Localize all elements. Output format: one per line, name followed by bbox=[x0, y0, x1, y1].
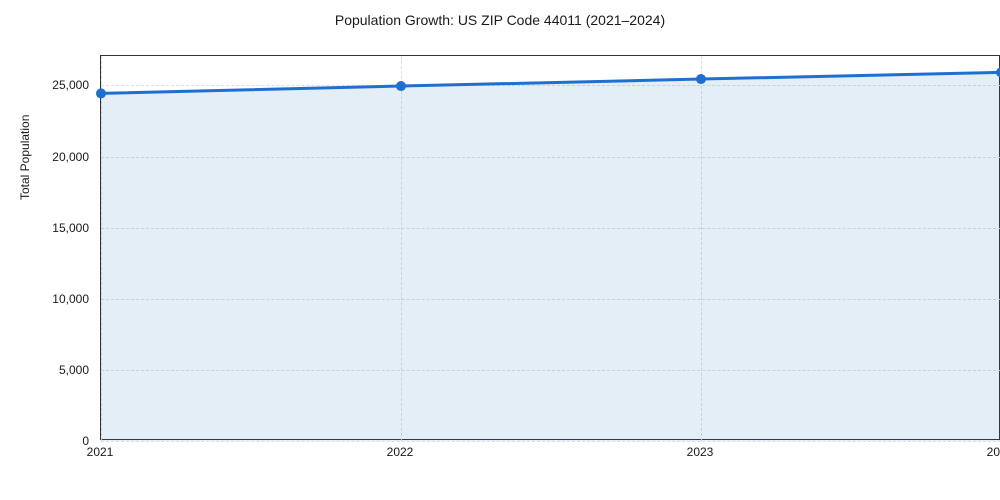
xtick-label-2022: 2022 bbox=[370, 445, 430, 459]
gridline-0 bbox=[101, 441, 1000, 442]
chart-container: Population Growth: US ZIP Code 44011 (20… bbox=[0, 0, 1000, 500]
xtick-label-2023: 2023 bbox=[670, 445, 730, 459]
ytick-label-25000: 25,000 bbox=[9, 78, 89, 92]
data-point-2021 bbox=[96, 88, 106, 98]
data-point-2022 bbox=[396, 81, 406, 91]
chart-title: Population Growth: US ZIP Code 44011 (20… bbox=[0, 12, 1000, 28]
ytick-label-10000: 10,000 bbox=[9, 292, 89, 306]
xtick-label-2024: 2024 bbox=[970, 445, 1000, 459]
data-point-2023 bbox=[696, 74, 706, 84]
ytick-label-15000: 15,000 bbox=[9, 221, 89, 235]
ytick-label-20000: 20,000 bbox=[9, 150, 89, 164]
plot-area: 0 5,000 10,000 15,000 20,000 25,000 bbox=[100, 55, 1000, 440]
ytick-label-5000: 5,000 bbox=[9, 363, 89, 377]
xtick-label-2021: 2021 bbox=[70, 445, 130, 459]
fill-area-svg bbox=[101, 56, 1000, 441]
